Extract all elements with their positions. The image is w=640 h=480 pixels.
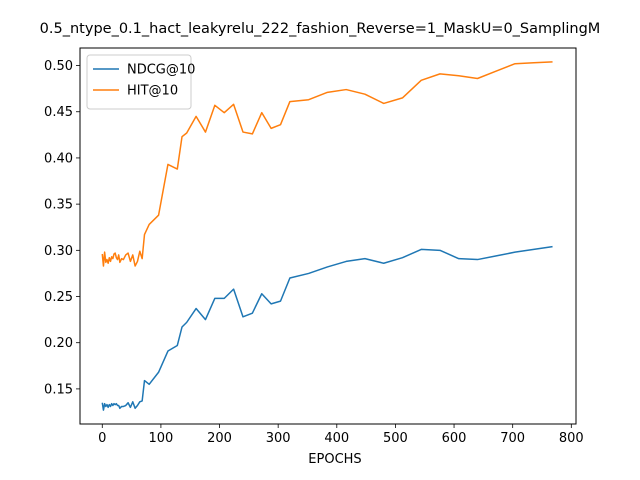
legend: NDCG@10 HIT@10 — [86, 54, 195, 110]
y-tick-label: 0.25 — [44, 290, 73, 305]
x-tick-label: 500 — [383, 431, 408, 446]
y-tick-label: 0.20 — [44, 336, 73, 351]
y-tick-label: 0.35 — [44, 198, 73, 213]
y-tick-label: 0.30 — [44, 244, 73, 259]
x-tick-label: 600 — [442, 431, 467, 446]
y-tick-label: 0.40 — [44, 151, 73, 166]
series-line-ndcg-10 — [101, 245, 553, 411]
x-tick-label: 200 — [207, 431, 232, 446]
y-tick-label: 0.15 — [44, 382, 73, 397]
x-tick-label: 800 — [559, 431, 584, 446]
x-tick-label: 300 — [266, 431, 291, 446]
x-axis-label: EPOCHS — [308, 452, 361, 467]
y-tick-label: 0.45 — [44, 105, 73, 120]
x-tick-label: 100 — [148, 431, 173, 446]
series-line-hit-10 — [101, 61, 553, 267]
legend-label: NDCG@10 — [127, 63, 195, 78]
legend-label: HIT@10 — [127, 84, 178, 99]
x-tick-label: 700 — [500, 431, 525, 446]
plot-frame — [79, 47, 577, 425]
y-tick-label: 0.50 — [44, 59, 73, 74]
x-tick-label: 400 — [324, 431, 349, 446]
x-tick-label: 0 — [98, 431, 106, 446]
chart-title: 0.5_ntype_0.1_hact_leakyrelu_222_fashion… — [40, 21, 601, 37]
